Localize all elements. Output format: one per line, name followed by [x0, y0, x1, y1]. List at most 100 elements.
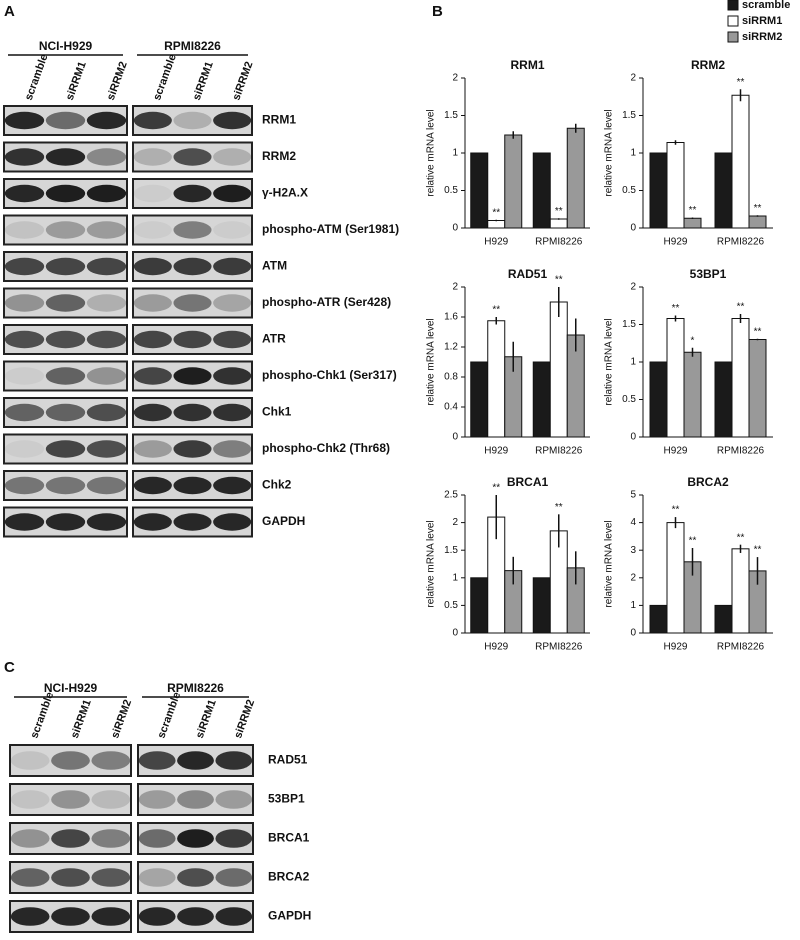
y-axis-label: relative mRNA level — [426, 109, 437, 196]
bar — [666, 522, 685, 634]
blot-band — [4, 440, 45, 458]
significance-label: ** — [689, 536, 697, 547]
row-label: phospho-ATR (Ser428) — [262, 295, 391, 309]
x-tick-label: RPMI8226 — [535, 237, 583, 248]
blot-band — [86, 294, 127, 312]
blot-band — [45, 513, 86, 531]
significance-label: ** — [737, 302, 745, 313]
significance-label: ** — [754, 545, 762, 556]
blot-band — [133, 330, 172, 349]
group-label: NCI-H929 — [39, 39, 93, 53]
y-tick-label: 0.5 — [444, 185, 458, 196]
blot-box — [3, 214, 128, 246]
legend-swatch — [727, 0, 739, 11]
blot-band — [213, 476, 252, 495]
blot-band — [45, 440, 86, 458]
blot-band — [173, 367, 212, 385]
blot-band — [213, 294, 252, 312]
blot-band — [51, 907, 90, 926]
y-tick-label: 0 — [630, 223, 636, 234]
y-tick-label: 2 — [452, 282, 458, 293]
x-tick-label: H929 — [484, 642, 508, 653]
blot-band — [133, 221, 172, 239]
row-label: γ-H2A.X — [262, 186, 308, 200]
blot-band — [4, 403, 45, 422]
bar — [649, 361, 668, 438]
bar — [470, 152, 489, 229]
blot-band — [213, 513, 252, 531]
y-axis-label: relative mRNA level — [426, 318, 437, 405]
y-tick-label: 2 — [630, 572, 636, 583]
y-tick-label: 1.5 — [444, 110, 458, 121]
blot-band — [10, 751, 50, 770]
blot-band — [173, 111, 212, 130]
blot-band — [86, 148, 127, 166]
y-tick-label: 0.5 — [444, 600, 458, 611]
blot-band — [133, 367, 172, 385]
significance-label: ** — [689, 205, 697, 216]
blot-band — [173, 184, 212, 203]
y-tick-label: 1 — [630, 148, 636, 159]
y-tick-label: 0 — [452, 628, 458, 639]
bar — [731, 318, 750, 438]
blot-band — [173, 221, 212, 239]
y-tick-label: 1 — [630, 357, 636, 368]
blot-band — [133, 403, 172, 422]
blot-band — [86, 440, 127, 458]
significance-label: ** — [754, 203, 762, 214]
lane-label: scramble — [23, 53, 51, 103]
blot-band — [133, 440, 172, 458]
bar — [714, 604, 733, 634]
chart-title: RAD51 — [508, 267, 548, 281]
bar — [666, 318, 685, 438]
row-label: GAPDH — [268, 909, 311, 923]
y-tick-label: 2 — [630, 282, 636, 293]
legend-swatch — [727, 31, 739, 43]
x-tick-label: RPMI8226 — [717, 237, 765, 248]
row-label: BRCA2 — [268, 870, 310, 884]
blot-band — [86, 184, 127, 203]
blot-band — [86, 403, 127, 422]
blot-band — [213, 148, 252, 166]
row-label: ATR — [262, 332, 286, 346]
blot-band — [173, 330, 212, 349]
bar — [748, 215, 767, 229]
y-tick-label: 1 — [630, 600, 636, 611]
blot-band — [4, 367, 45, 385]
y-tick-label: 3 — [630, 545, 636, 556]
significance-label: ** — [737, 532, 745, 543]
blot-band — [51, 790, 90, 809]
blot-band — [51, 868, 90, 887]
x-tick-label: H929 — [484, 446, 508, 457]
blot-band — [133, 513, 172, 531]
x-tick-label: RPMI8226 — [535, 446, 583, 457]
lane-label: scramble — [151, 53, 179, 103]
blot-band — [215, 751, 253, 770]
significance-label: ** — [737, 77, 745, 88]
row-label: phospho-Chk2 (Thr68) — [262, 441, 390, 455]
y-axis-label: relative mRNA level — [604, 520, 615, 607]
bar — [549, 301, 568, 438]
bar — [470, 361, 489, 438]
blot-band — [133, 184, 172, 203]
blot-band — [138, 829, 176, 848]
legend-label: scramble — [742, 0, 790, 11]
bar — [649, 604, 668, 634]
chart-title: RRM2 — [691, 58, 725, 72]
y-tick-label: 2.5 — [444, 490, 458, 501]
blot-band — [4, 476, 45, 495]
blot-band — [4, 184, 45, 203]
blot-band — [91, 790, 131, 809]
chart-title: BRCA2 — [687, 475, 729, 489]
blot-band — [173, 148, 212, 166]
y-tick-label: 2 — [452, 73, 458, 84]
group-label: RPMI8226 — [164, 39, 221, 53]
significance-label: ** — [555, 206, 563, 217]
blot-band — [51, 751, 90, 770]
lane-label: siRRM2 — [232, 698, 257, 740]
significance-label: ** — [492, 483, 500, 494]
blot-box — [3, 433, 128, 465]
blot-band — [133, 476, 172, 495]
x-tick-label: RPMI8226 — [535, 642, 583, 653]
